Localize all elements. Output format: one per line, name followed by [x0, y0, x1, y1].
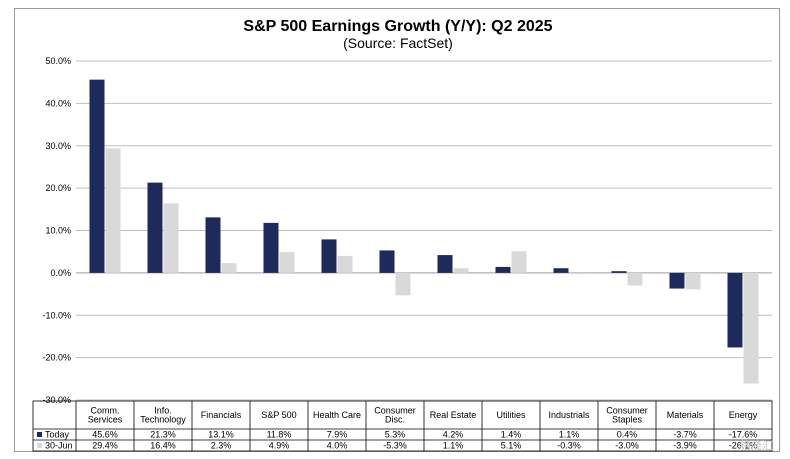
bar-today: [147, 182, 163, 273]
y-tick-label: 20.0%: [45, 183, 71, 193]
category-label: Technology: [140, 415, 186, 425]
category-label: Services: [88, 415, 123, 425]
watermark: 格隆汇: [740, 438, 773, 452]
bar-jun30: [453, 268, 469, 273]
chart-frame: S&P 500 Earnings Growth (Y/Y): Q2 2025 (…: [14, 8, 780, 452]
category-label: Health Care: [313, 410, 361, 420]
bar-today: [669, 272, 685, 289]
category-label: Consumer: [606, 406, 648, 416]
bar-today: [379, 250, 395, 273]
legend-label: Today: [45, 430, 70, 440]
data-value-label: 16.4%: [150, 441, 176, 451]
y-axis: 50.0% 40.0% 30.0% 20.0% 10.0% 0.0% -10.0% -20.0…: [42, 56, 71, 405]
y-tick-label: -30.0%: [42, 395, 71, 405]
table-border: [32, 400, 773, 452]
data-value-label: -26.1%: [729, 441, 758, 451]
data-value-label: 4.2%: [443, 430, 464, 440]
category-label: Energy: [729, 410, 758, 420]
category-label: Info.: [154, 406, 172, 416]
bar-jun30: [337, 255, 353, 273]
data-value-label: 29.4%: [92, 441, 118, 451]
data-value-label: 1.1%: [443, 441, 464, 451]
data-value-label: -3.9%: [673, 441, 697, 451]
bar-jun30: [743, 272, 759, 384]
category-label: Materials: [667, 410, 704, 420]
category-label: Real Estate: [430, 410, 477, 420]
data-value-label: -0.3%: [557, 441, 581, 451]
category-label: Industrials: [548, 410, 590, 420]
bar-jun30: [685, 272, 701, 290]
bar-jun30: [627, 272, 643, 286]
y-tick-label: -10.0%: [42, 310, 71, 320]
category-label: S&P 500: [261, 410, 296, 420]
bar-today: [495, 266, 511, 273]
bar-today: [263, 222, 279, 273]
bar-jun30: [279, 252, 295, 273]
data-value-label: -5.3%: [383, 441, 407, 451]
y-tick-label: 30.0%: [45, 141, 71, 151]
y-tick-label: 50.0%: [45, 56, 71, 66]
data-value-label: 0.4%: [617, 430, 638, 440]
bar-jun30: [569, 272, 585, 275]
data-value-label: 4.9%: [269, 441, 290, 451]
bar-today: [89, 79, 105, 273]
y-tick-label: 0.0%: [50, 268, 71, 278]
legend-swatch-today: [37, 432, 42, 437]
legend-label: 30-Jun: [45, 441, 73, 451]
data-value-label: 13.1%: [208, 430, 234, 440]
data-value-label: 1.4%: [501, 430, 522, 440]
bar-jun30: [105, 148, 121, 273]
chart-subtitle: (Source: FactSet): [343, 35, 453, 51]
data-value-label: -3.0%: [615, 441, 639, 451]
category-label: Consumer: [374, 406, 416, 416]
data-table: Comm.Services Info.Technology Financials S&…: [32, 400, 773, 452]
bars: [89, 79, 759, 384]
bar-today: [553, 268, 569, 273]
data-value-label: 11.8%: [267, 430, 292, 440]
data-value-label: 45.6%: [92, 430, 118, 440]
bar-today: [205, 217, 221, 273]
bar-today: [611, 271, 627, 273]
data-value-label: -17.6%: [729, 430, 758, 440]
data-value-label: 1.1%: [559, 430, 580, 440]
bar-jun30: [221, 263, 237, 273]
y-tick-label: -20.0%: [42, 353, 71, 363]
data-value-label: 2.3%: [211, 441, 232, 451]
data-value-label: 7.9%: [327, 430, 348, 440]
bar-today: [321, 239, 337, 273]
chart-title: S&P 500 Earnings Growth (Y/Y): Q2 2025: [243, 18, 552, 35]
bar-today: [727, 272, 743, 348]
category-label: Disc.: [385, 415, 405, 425]
y-tick-label: 40.0%: [45, 98, 71, 108]
bar-jun30: [163, 203, 179, 273]
data-value-label: 5.3%: [385, 430, 406, 440]
data-value-label: -3.7%: [673, 430, 697, 440]
data-value-label: 5.1%: [501, 441, 522, 451]
bar-today: [437, 255, 453, 273]
data-value-label: 21.3%: [150, 430, 176, 440]
bar-jun30: [395, 272, 411, 296]
y-tick-label: 10.0%: [45, 226, 71, 236]
earnings-growth-chart: S&P 500 Earnings Growth (Y/Y): Q2 2025 (…: [32, 18, 773, 452]
category-label: Comm.: [91, 406, 120, 416]
gridlines: [76, 60, 772, 401]
category-label: Financials: [201, 410, 242, 420]
category-label: Staples: [612, 415, 643, 425]
category-label: Utilities: [496, 410, 526, 420]
legend-swatch-jun30: [37, 443, 42, 448]
data-value-label: 4.0%: [327, 441, 348, 451]
bar-jun30: [511, 251, 527, 273]
